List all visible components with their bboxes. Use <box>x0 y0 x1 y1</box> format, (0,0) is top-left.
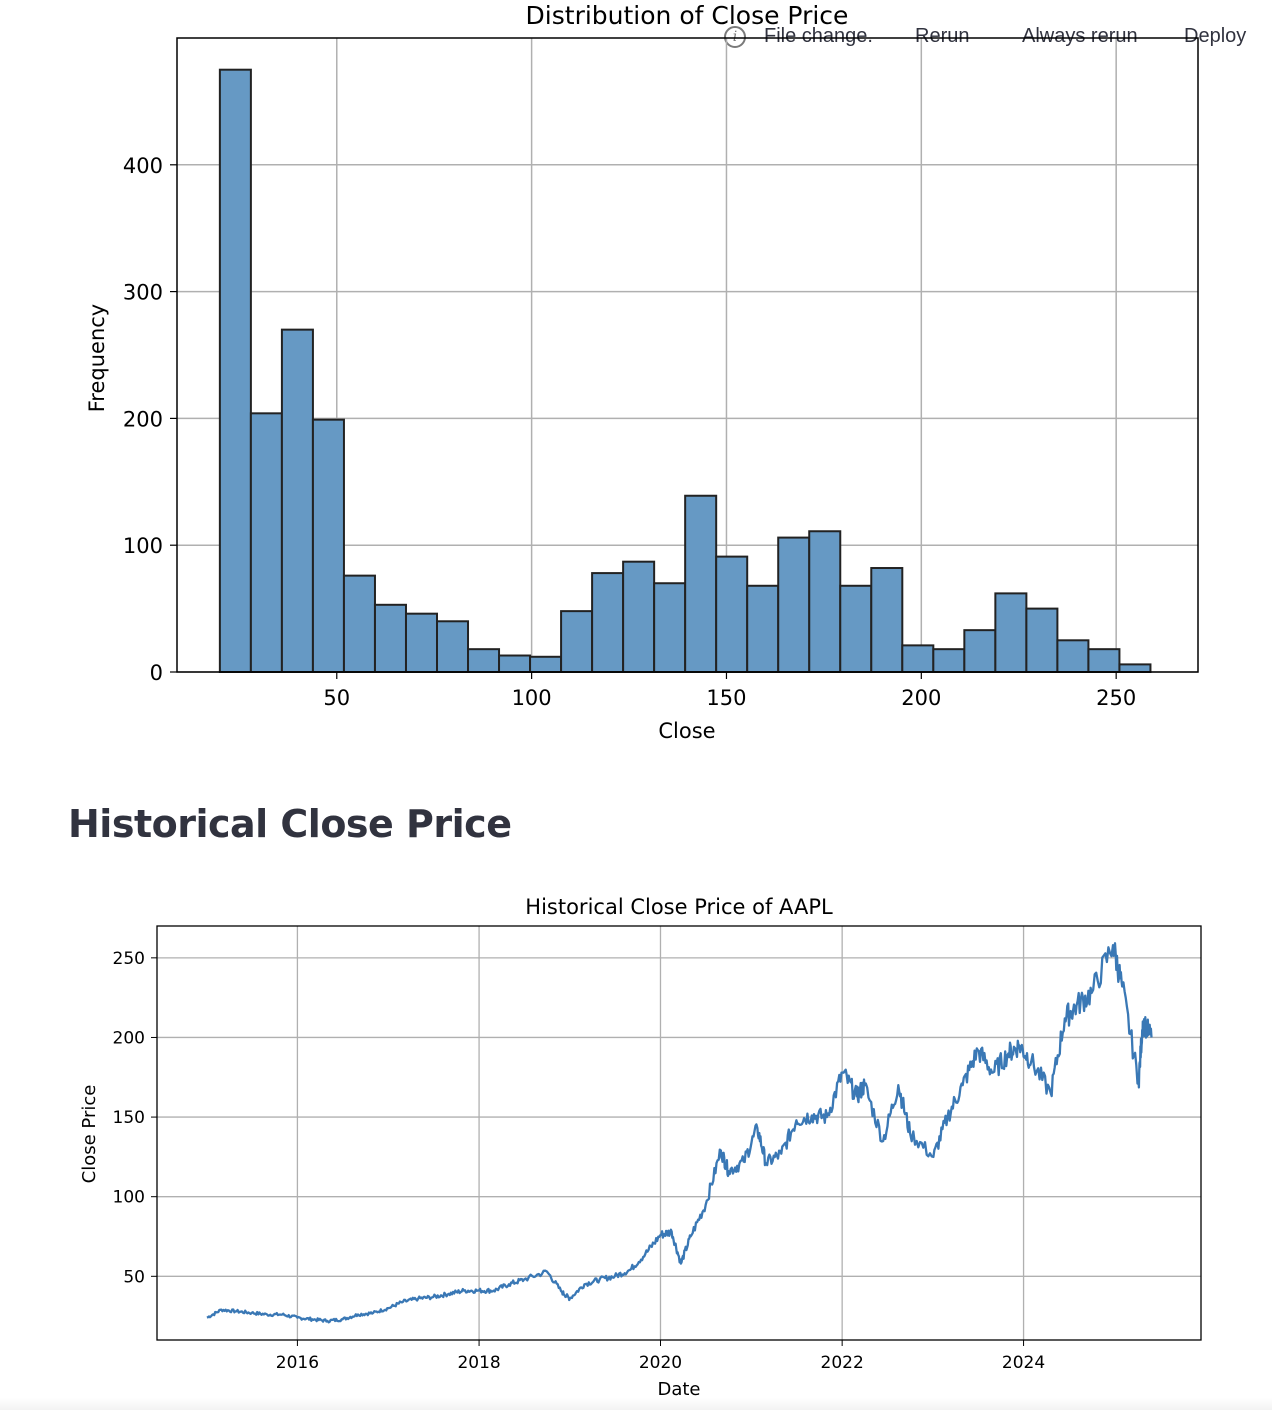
line-xtick-label: 2024 <box>1002 1353 1045 1373</box>
histogram-bar <box>560 610 594 673</box>
line-ytick-label: 100 <box>113 1188 145 1208</box>
line-xtick-label: 2022 <box>821 1353 864 1373</box>
histogram-bar <box>932 648 966 674</box>
histogram-ticks: 50 100 150 200 250 0 100 200 300 400 <box>123 154 1136 710</box>
histogram-bar <box>404 612 439 673</box>
histogram-bar <box>808 530 842 674</box>
app-toolbar: i File change. Rerun Always rerun Deploy <box>720 22 1260 54</box>
histogram-bar <box>1056 639 1090 673</box>
line-chart-series <box>206 942 1153 1324</box>
hist-xtick-label: 200 <box>901 686 941 710</box>
deploy-button[interactable]: Deploy <box>1184 25 1247 47</box>
histogram-bar <box>622 560 656 674</box>
histogram-bar <box>1118 663 1152 674</box>
histogram-bar <box>591 572 625 674</box>
line-chart-ticks: 2016 2018 2020 2022 2024 50 100 150 200 250 <box>113 949 1046 1373</box>
line-xtick-label: 2016 <box>276 1353 319 1373</box>
histogram-bar <box>1087 648 1121 674</box>
info-circle-icon: i <box>724 26 746 48</box>
histogram-bars <box>218 68 1152 674</box>
histogram-bar <box>1025 607 1059 673</box>
hist-ytick-label: 400 <box>123 154 163 178</box>
line-chart: Historical Close Price of AAPL Date Clos… <box>79 895 1202 1400</box>
line-chart-title: Historical Close Price of AAPL <box>525 895 833 919</box>
histogram-bar <box>839 584 873 673</box>
bottom-edge <box>0 1398 1272 1410</box>
hist-ytick-label: 100 <box>123 534 163 558</box>
hist-ytick-label: 0 <box>150 661 163 685</box>
histogram-title: Distribution of Close Price <box>526 1 849 30</box>
histogram-frame <box>176 37 1199 673</box>
line-xtick-label: 2018 <box>457 1353 500 1373</box>
histogram-bar <box>311 418 345 673</box>
line-chart-ylabel: Close Price <box>79 1085 100 1184</box>
hist-ytick-label: 300 <box>123 281 163 305</box>
histogram-bar <box>746 584 780 673</box>
histogram-bar <box>373 603 407 674</box>
histogram-bar <box>994 592 1028 673</box>
close-price-line <box>206 942 1153 1324</box>
line-ytick-label: 50 <box>123 1267 145 1287</box>
histogram-xlabel: Close <box>658 719 715 743</box>
histogram-bar <box>653 582 687 673</box>
line-ytick-label: 150 <box>113 1108 145 1128</box>
always-rerun-button[interactable]: Always rerun <box>1022 25 1138 47</box>
histogram-ylabel: Frequency <box>85 304 109 413</box>
histogram-bar <box>963 629 997 674</box>
histogram-bar <box>342 574 376 674</box>
hist-xtick-label: 50 <box>323 686 350 710</box>
histogram-bar <box>777 536 811 673</box>
histogram-bar <box>715 555 749 673</box>
line-xtick-label: 2020 <box>639 1353 682 1373</box>
status-message: File change. <box>764 25 873 47</box>
histogram-bar <box>218 68 252 673</box>
histogram-bar <box>249 412 283 673</box>
histogram-bar <box>529 655 563 673</box>
hist-xtick-label: 250 <box>1096 686 1136 710</box>
histogram-bar <box>467 648 501 674</box>
line-ytick-label: 250 <box>113 949 145 969</box>
histogram-bar <box>684 494 718 673</box>
hist-xtick-label: 150 <box>706 686 746 710</box>
hist-xtick-label: 100 <box>512 686 552 710</box>
rerun-button[interactable]: Rerun <box>915 25 970 47</box>
line-ytick-label: 200 <box>113 1028 145 1048</box>
section-title: Historical Close Price <box>68 802 512 846</box>
line-chart-frame <box>156 925 1202 1341</box>
histogram-bar <box>498 654 532 673</box>
histogram-bar <box>870 567 904 673</box>
histogram-bar <box>901 644 935 674</box>
histogram-bar <box>280 328 314 673</box>
hist-ytick-label: 200 <box>123 407 163 431</box>
line-chart-grid <box>157 926 1201 1340</box>
histogram-bar <box>436 620 470 674</box>
line-chart-xlabel: Date <box>657 1379 700 1400</box>
histogram-chart: Distribution of Close Price Close Freque… <box>85 1 1199 743</box>
